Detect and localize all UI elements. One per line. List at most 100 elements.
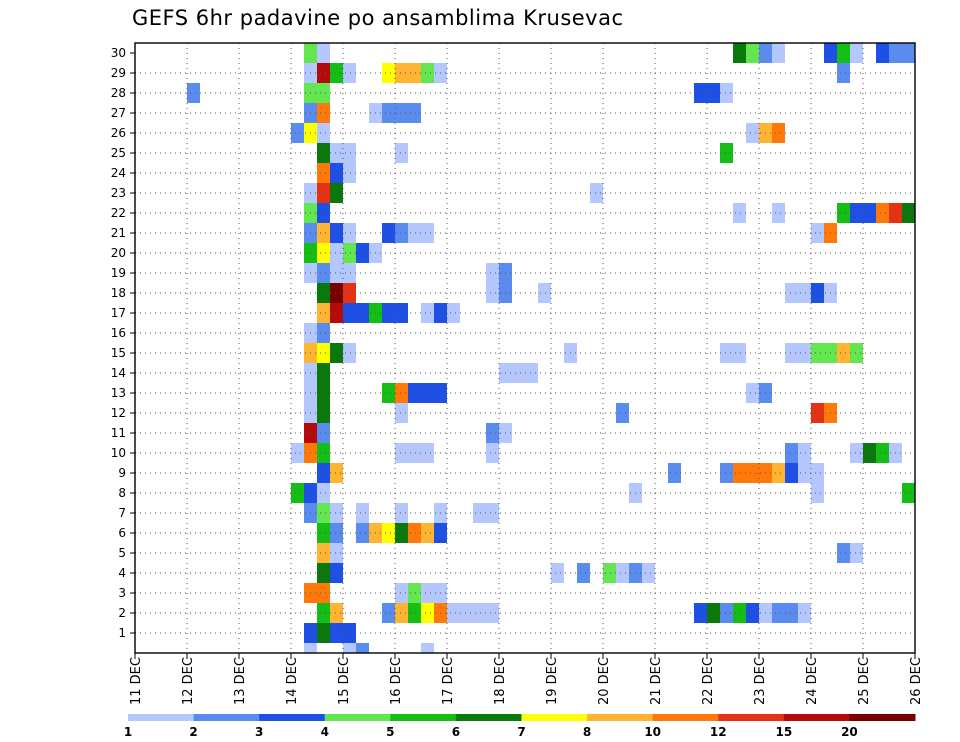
heatmap-cell <box>408 583 421 603</box>
y-tick-label: 2 <box>118 606 126 620</box>
heatmap-cell <box>343 243 356 263</box>
heatmap-cell <box>382 523 395 543</box>
legend-swatch <box>455 714 522 721</box>
y-tick-label: 12 <box>111 406 126 420</box>
heatmap-cell <box>772 463 785 483</box>
heatmap-cell <box>733 43 746 63</box>
y-tick-label: 25 <box>111 146 126 160</box>
heatmap-cell <box>720 603 733 623</box>
heatmap-cell <box>343 163 356 183</box>
heatmap-cell <box>291 483 304 503</box>
heatmap-cell <box>330 463 343 483</box>
legend-label: 3 <box>255 725 263 739</box>
x-tick-label: 17 DEC <box>441 657 456 705</box>
heatmap-cell <box>486 443 499 463</box>
y-tick-label: 16 <box>111 326 126 340</box>
x-tick-label: 16 DEC <box>389 657 404 705</box>
legend-swatch <box>390 714 457 721</box>
heatmap-cell <box>421 583 434 603</box>
heatmap-cell <box>187 83 200 103</box>
heatmap-cell <box>486 263 499 283</box>
y-tick-label: 19 <box>111 266 126 280</box>
heatmap-cell <box>824 43 837 63</box>
heatmap-cell <box>317 223 330 243</box>
x-tick-label: 14 DEC <box>285 657 300 705</box>
heatmap-cell <box>317 123 330 143</box>
heatmap-cell <box>850 543 863 563</box>
heatmap-cell <box>811 403 824 423</box>
heatmap-cell <box>720 83 733 103</box>
y-tick-label: 13 <box>111 386 126 400</box>
heatmap-cell <box>447 603 499 623</box>
heatmap-cell <box>395 383 408 403</box>
legend-label: 15 <box>775 725 792 739</box>
heatmap-cell <box>850 43 863 63</box>
heatmap-cell <box>330 603 343 623</box>
heatmap-cell <box>421 643 434 653</box>
heatmap-cell <box>317 283 330 303</box>
heatmap-cell <box>837 203 850 223</box>
heatmap-cell <box>343 223 356 243</box>
heatmap-cell <box>616 403 629 423</box>
heatmap-cell <box>720 463 733 483</box>
y-tick-label: 18 <box>111 286 126 300</box>
heatmap-cell <box>317 563 330 583</box>
heatmap-cell <box>395 443 434 463</box>
heatmap-cell <box>772 203 785 223</box>
heatmap-cell <box>785 463 798 483</box>
heatmap-cell <box>317 163 330 183</box>
heatmap-cell <box>291 123 304 143</box>
heatmap-cell <box>733 603 746 623</box>
heatmap-cell <box>317 103 330 123</box>
heatmap-cell <box>317 523 330 543</box>
heatmap-cell <box>720 143 733 163</box>
heatmap-cell <box>447 303 460 323</box>
heatmap-cell <box>811 223 824 243</box>
heatmap-cell <box>356 243 369 263</box>
heatmap-cell <box>343 343 356 363</box>
y-tick-label: 4 <box>118 566 126 580</box>
heatmap-cell <box>317 263 330 283</box>
heatmap-cell <box>772 43 785 63</box>
legend-label: 2 <box>189 725 197 739</box>
heatmap-cell <box>707 603 720 623</box>
heatmap-cell <box>759 43 772 63</box>
heatmap-cell <box>382 63 395 83</box>
heatmap-cell <box>304 643 317 653</box>
heatmap-cell <box>304 43 317 63</box>
heatmap-cell <box>382 383 395 403</box>
heatmap-cell <box>317 463 330 483</box>
legend-label: 12 <box>710 725 727 739</box>
heatmap-cell <box>317 623 330 643</box>
heatmap-cell <box>317 43 330 63</box>
legend-label: 10 <box>644 725 661 739</box>
y-tick-label: 23 <box>111 186 126 200</box>
heatmap-cell <box>395 143 408 163</box>
legend-swatch <box>587 714 654 721</box>
heatmap-cell <box>317 603 330 623</box>
y-tick-label: 22 <box>111 206 126 220</box>
heatmap-cell <box>408 383 447 403</box>
y-tick-label: 17 <box>111 306 126 320</box>
legend-swatch <box>521 714 588 721</box>
legend-swatch <box>849 714 916 721</box>
heatmap-cell <box>421 303 434 323</box>
x-tick-label: 18 DEC <box>493 657 508 705</box>
legend-label: 1 <box>124 725 132 739</box>
legend-label: 6 <box>452 725 460 739</box>
heatmap-cell <box>317 303 330 323</box>
heatmap-cell <box>317 383 330 403</box>
legend-swatch <box>128 714 195 721</box>
y-tick-label: 1 <box>118 626 126 640</box>
x-tick-label: 25 DEC <box>857 657 872 705</box>
y-tick-label: 10 <box>111 446 126 460</box>
y-tick-label: 8 <box>118 486 126 500</box>
heatmap-cell <box>577 563 590 583</box>
heatmap-cell <box>330 283 343 303</box>
heatmap-cell <box>785 283 811 303</box>
heatmap-cell <box>317 243 330 263</box>
heatmap-cell <box>811 483 824 503</box>
heatmap-cell <box>798 443 811 463</box>
x-tick-label: 11 DEC <box>129 657 144 705</box>
legend-label: 8 <box>583 725 591 739</box>
